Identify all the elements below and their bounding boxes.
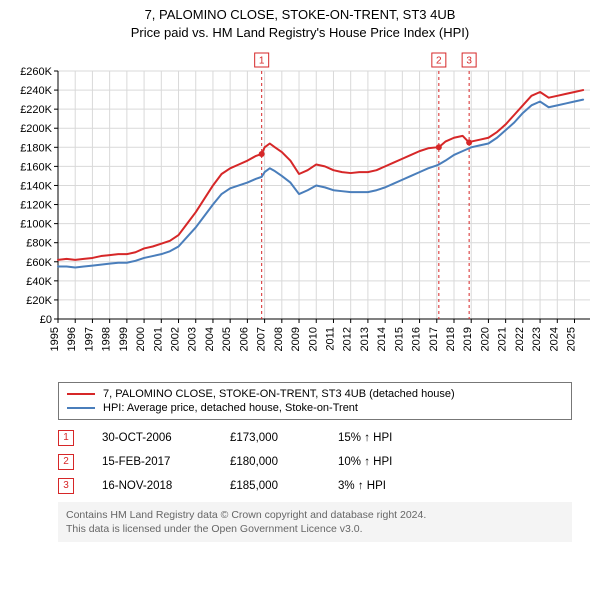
svg-text:1999: 1999	[118, 327, 130, 351]
svg-text:2005: 2005	[221, 327, 233, 351]
svg-text:2018: 2018	[445, 327, 457, 351]
svg-text:3: 3	[466, 56, 472, 67]
footer-line-2: This data is licensed under the Open Gov…	[66, 522, 564, 536]
sale-delta: 3% ↑ HPI	[338, 480, 428, 492]
svg-text:2006: 2006	[238, 327, 250, 351]
svg-text:2009: 2009	[290, 327, 302, 351]
sale-date: 16-NOV-2018	[102, 480, 202, 492]
legend-swatch	[67, 407, 95, 409]
sale-delta: 15% ↑ HPI	[338, 432, 428, 444]
svg-text:£180K: £180K	[20, 142, 52, 154]
svg-text:1995: 1995	[49, 327, 61, 351]
svg-text:2012: 2012	[342, 327, 354, 351]
legend-swatch	[67, 393, 95, 395]
sale-row: 2 15-FEB-2017 £180,000 10% ↑ HPI	[58, 450, 572, 474]
sale-price: £180,000	[230, 456, 310, 468]
svg-text:2000: 2000	[135, 327, 147, 351]
svg-text:2019: 2019	[462, 327, 474, 351]
sale-price: £185,000	[230, 480, 310, 492]
svg-text:2011: 2011	[324, 327, 336, 351]
legend: 7, PALOMINO CLOSE, STOKE-ON-TRENT, ST3 4…	[58, 382, 572, 420]
title-line-1: 7, PALOMINO CLOSE, STOKE-ON-TRENT, ST3 4…	[0, 6, 600, 24]
svg-text:2013: 2013	[359, 327, 371, 351]
line-chart: £0 £20K £40K £60K £80K £100K £120K £140K £160K £1…	[0, 41, 600, 376]
svg-text:£240K: £240K	[20, 85, 52, 97]
svg-text:2001: 2001	[152, 327, 164, 351]
svg-text:£100K: £100K	[20, 219, 52, 231]
legend-item: 7, PALOMINO CLOSE, STOKE-ON-TRENT, ST3 4…	[67, 387, 563, 401]
svg-text:1997: 1997	[83, 327, 95, 351]
svg-text:2023: 2023	[531, 327, 543, 351]
svg-text:2025: 2025	[566, 327, 578, 351]
sale-date: 30-OCT-2006	[102, 432, 202, 444]
footer-line-1: Contains HM Land Registry data © Crown c…	[66, 508, 564, 522]
sale-price: £173,000	[230, 432, 310, 444]
svg-text:2022: 2022	[514, 327, 526, 351]
svg-text:£220K: £220K	[20, 104, 52, 116]
svg-text:2014: 2014	[376, 327, 388, 351]
sale-row: 3 16-NOV-2018 £185,000 3% ↑ HPI	[58, 474, 572, 498]
svg-text:1998: 1998	[101, 327, 113, 351]
svg-text:£60K: £60K	[26, 257, 52, 269]
svg-text:2010: 2010	[307, 327, 319, 351]
svg-text:£160K: £160K	[20, 161, 52, 173]
svg-text:2015: 2015	[393, 327, 405, 351]
legend-item: HPI: Average price, detached house, Stok…	[67, 401, 563, 415]
svg-text:2002: 2002	[170, 327, 182, 351]
svg-text:£140K: £140K	[20, 181, 52, 193]
svg-text:£40K: £40K	[26, 276, 52, 288]
svg-text:2008: 2008	[273, 327, 285, 351]
svg-text:2: 2	[436, 56, 442, 67]
svg-text:2024: 2024	[548, 327, 560, 351]
svg-text:£200K: £200K	[20, 123, 52, 135]
svg-text:2021: 2021	[497, 327, 509, 351]
sale-row: 1 30-OCT-2006 £173,000 15% ↑ HPI	[58, 426, 572, 450]
svg-text:2004: 2004	[204, 327, 216, 351]
chart-svg: £0 £20K £40K £60K £80K £100K £120K £140K £160K £1…	[0, 41, 600, 371]
svg-text:2020: 2020	[479, 327, 491, 351]
title-line-2: Price paid vs. HM Land Registry's House …	[0, 24, 600, 42]
svg-text:2017: 2017	[428, 327, 440, 351]
sale-marker-icon: 2	[58, 454, 74, 470]
svg-text:2016: 2016	[411, 327, 423, 351]
chart-titles: 7, PALOMINO CLOSE, STOKE-ON-TRENT, ST3 4…	[0, 0, 600, 41]
svg-text:£260K: £260K	[20, 66, 52, 78]
sale-date: 15-FEB-2017	[102, 456, 202, 468]
legend-label: HPI: Average price, detached house, Stok…	[103, 402, 358, 414]
svg-text:1996: 1996	[66, 327, 78, 351]
sale-marker-icon: 3	[58, 478, 74, 494]
svg-text:£20K: £20K	[26, 295, 52, 307]
sale-events-table: 1 30-OCT-2006 £173,000 15% ↑ HPI 2 15-FE…	[58, 426, 572, 498]
svg-text:2007: 2007	[256, 327, 268, 351]
sale-delta: 10% ↑ HPI	[338, 456, 428, 468]
attribution-footer: Contains HM Land Registry data © Crown c…	[58, 502, 572, 542]
svg-text:1: 1	[259, 56, 265, 67]
sale-marker-icon: 1	[58, 430, 74, 446]
svg-text:£120K: £120K	[20, 200, 52, 212]
svg-text:£80K: £80K	[26, 238, 52, 250]
svg-text:£0: £0	[40, 314, 52, 326]
legend-label: 7, PALOMINO CLOSE, STOKE-ON-TRENT, ST3 4…	[103, 388, 455, 400]
svg-text:2003: 2003	[187, 327, 199, 351]
